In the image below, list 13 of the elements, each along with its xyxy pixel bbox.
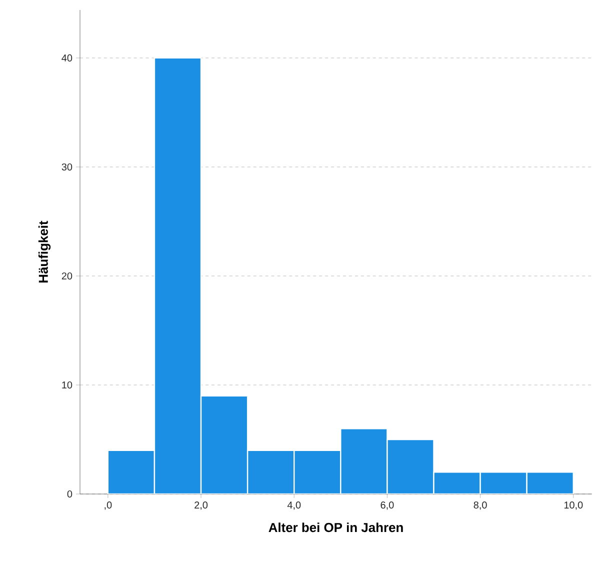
- x-tick-label: ,0: [104, 502, 112, 510]
- y-tick-label: 40: [62, 54, 72, 62]
- x-axis-title: Alter bei OP in Jahren: [268, 522, 403, 532]
- y-tick-label: 0: [67, 490, 72, 498]
- x-tick-label: 10,0: [564, 502, 583, 510]
- y-tick-label: 20: [62, 272, 72, 280]
- x-tick-label: 2,0: [194, 502, 208, 510]
- x-tick-label: 6,0: [380, 502, 394, 510]
- x-tick-label: 8,0: [474, 502, 487, 510]
- y-tick-label: 30: [62, 163, 72, 170]
- y-axis-title: Häufigkeit: [38, 220, 51, 282]
- y-tick-label: 10: [62, 381, 72, 389]
- x-tick-label: 4,0: [287, 502, 301, 510]
